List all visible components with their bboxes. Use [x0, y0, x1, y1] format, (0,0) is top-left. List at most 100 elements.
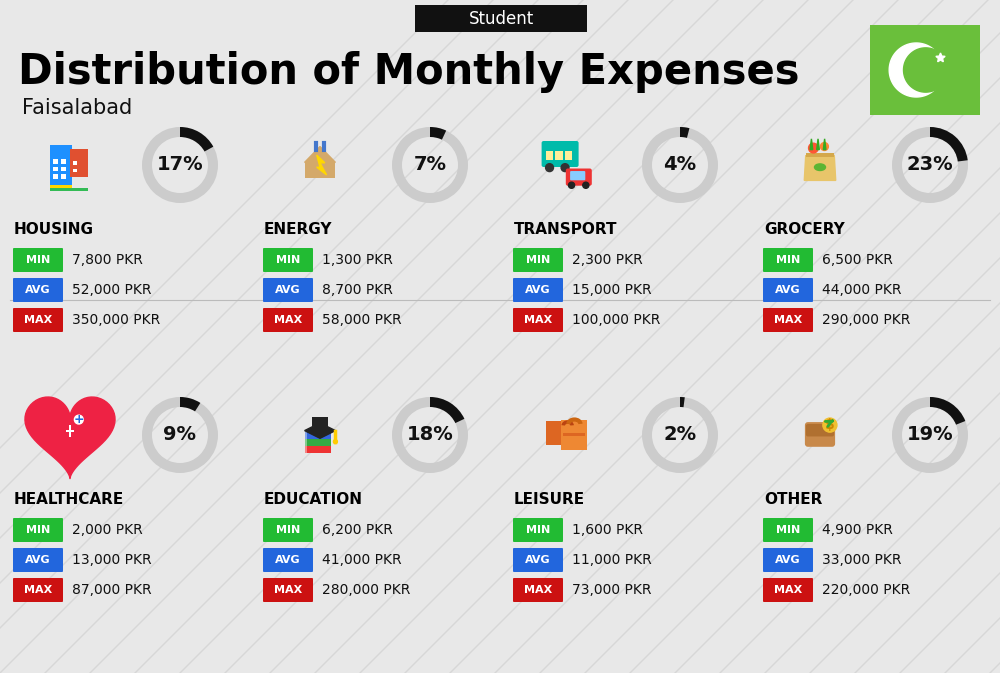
FancyBboxPatch shape	[263, 548, 313, 572]
FancyBboxPatch shape	[73, 169, 77, 172]
Text: MIN: MIN	[526, 255, 550, 265]
Circle shape	[561, 164, 569, 172]
Text: MAX: MAX	[524, 585, 552, 595]
Wedge shape	[930, 397, 965, 425]
FancyBboxPatch shape	[73, 161, 77, 165]
Wedge shape	[892, 397, 968, 473]
Text: AVG: AVG	[775, 285, 801, 295]
Text: AVG: AVG	[25, 285, 51, 295]
FancyBboxPatch shape	[305, 162, 335, 178]
FancyBboxPatch shape	[13, 248, 63, 272]
Text: HEALTHCARE: HEALTHCARE	[14, 493, 124, 507]
Text: +: +	[73, 413, 84, 426]
Text: HOUSING: HOUSING	[14, 223, 94, 238]
Text: MAX: MAX	[274, 315, 302, 325]
Wedge shape	[142, 127, 218, 203]
Text: MIN: MIN	[276, 255, 300, 265]
Wedge shape	[430, 127, 446, 140]
FancyBboxPatch shape	[61, 166, 66, 172]
Text: MAX: MAX	[774, 315, 802, 325]
FancyBboxPatch shape	[305, 439, 307, 446]
Circle shape	[820, 143, 828, 151]
Text: MAX: MAX	[24, 585, 52, 595]
Text: 4%: 4%	[663, 155, 697, 174]
Text: AVG: AVG	[25, 555, 51, 565]
Text: 44,000 PKR: 44,000 PKR	[822, 283, 902, 297]
Text: 19%: 19%	[907, 425, 953, 444]
Text: 18%: 18%	[407, 425, 453, 444]
Wedge shape	[642, 397, 718, 473]
Text: 2%: 2%	[663, 425, 697, 444]
Polygon shape	[889, 43, 943, 97]
FancyBboxPatch shape	[61, 159, 66, 164]
FancyBboxPatch shape	[13, 578, 63, 602]
FancyBboxPatch shape	[312, 417, 328, 426]
Text: Student: Student	[468, 9, 534, 28]
Wedge shape	[392, 127, 468, 203]
Text: 290,000 PKR: 290,000 PKR	[822, 313, 910, 327]
Wedge shape	[930, 127, 968, 162]
Wedge shape	[392, 397, 468, 473]
Text: 23%: 23%	[907, 155, 953, 174]
Ellipse shape	[814, 164, 826, 170]
FancyBboxPatch shape	[870, 25, 980, 115]
Text: 100,000 PKR: 100,000 PKR	[572, 313, 660, 327]
FancyBboxPatch shape	[555, 151, 563, 160]
Text: AVG: AVG	[775, 555, 801, 565]
FancyBboxPatch shape	[763, 308, 813, 332]
Text: GROCERY: GROCERY	[764, 223, 845, 238]
Wedge shape	[180, 397, 200, 411]
Polygon shape	[305, 423, 335, 438]
Text: 7,800 PKR: 7,800 PKR	[72, 253, 143, 267]
Text: 73,000 PKR: 73,000 PKR	[572, 583, 652, 597]
Text: 280,000 PKR: 280,000 PKR	[322, 583, 410, 597]
Text: 1,300 PKR: 1,300 PKR	[322, 253, 393, 267]
FancyBboxPatch shape	[763, 248, 813, 272]
Wedge shape	[180, 127, 213, 151]
Text: 33,000 PKR: 33,000 PKR	[822, 553, 902, 567]
FancyBboxPatch shape	[763, 548, 813, 572]
Text: AVG: AVG	[275, 285, 301, 295]
Text: 2,000 PKR: 2,000 PKR	[72, 523, 143, 537]
Wedge shape	[680, 127, 689, 138]
FancyBboxPatch shape	[763, 578, 813, 602]
Polygon shape	[804, 155, 836, 180]
Text: 6,200 PKR: 6,200 PKR	[322, 523, 393, 537]
FancyBboxPatch shape	[806, 424, 834, 437]
Text: TRANSPORT: TRANSPORT	[514, 223, 618, 238]
FancyBboxPatch shape	[13, 308, 63, 332]
FancyBboxPatch shape	[53, 174, 58, 179]
FancyBboxPatch shape	[415, 5, 587, 32]
Text: 6,500 PKR: 6,500 PKR	[822, 253, 893, 267]
Polygon shape	[904, 48, 948, 92]
FancyBboxPatch shape	[305, 432, 331, 439]
FancyBboxPatch shape	[305, 446, 331, 453]
Circle shape	[74, 415, 83, 424]
FancyBboxPatch shape	[513, 548, 563, 572]
FancyBboxPatch shape	[305, 446, 307, 453]
Text: MIN: MIN	[276, 525, 300, 535]
FancyBboxPatch shape	[53, 159, 58, 164]
Text: OTHER: OTHER	[764, 493, 822, 507]
FancyBboxPatch shape	[13, 278, 63, 302]
Text: 220,000 PKR: 220,000 PKR	[822, 583, 910, 597]
FancyBboxPatch shape	[542, 141, 579, 167]
Text: 52,000 PKR: 52,000 PKR	[72, 283, 152, 297]
Text: 9%: 9%	[164, 425, 196, 444]
Wedge shape	[680, 397, 685, 407]
Text: 11,000 PKR: 11,000 PKR	[572, 553, 652, 567]
Text: LEISURE: LEISURE	[514, 493, 585, 507]
FancyBboxPatch shape	[50, 185, 72, 188]
Text: 350,000 PKR: 350,000 PKR	[72, 313, 160, 327]
Wedge shape	[642, 127, 718, 203]
Circle shape	[809, 143, 818, 153]
Polygon shape	[25, 397, 115, 479]
Text: MAX: MAX	[774, 585, 802, 595]
Polygon shape	[936, 53, 945, 62]
Text: 58,000 PKR: 58,000 PKR	[322, 313, 402, 327]
FancyBboxPatch shape	[513, 308, 563, 332]
Text: 17%: 17%	[157, 155, 203, 174]
FancyBboxPatch shape	[305, 439, 331, 446]
Wedge shape	[142, 397, 218, 473]
Text: 8,700 PKR: 8,700 PKR	[322, 283, 393, 297]
